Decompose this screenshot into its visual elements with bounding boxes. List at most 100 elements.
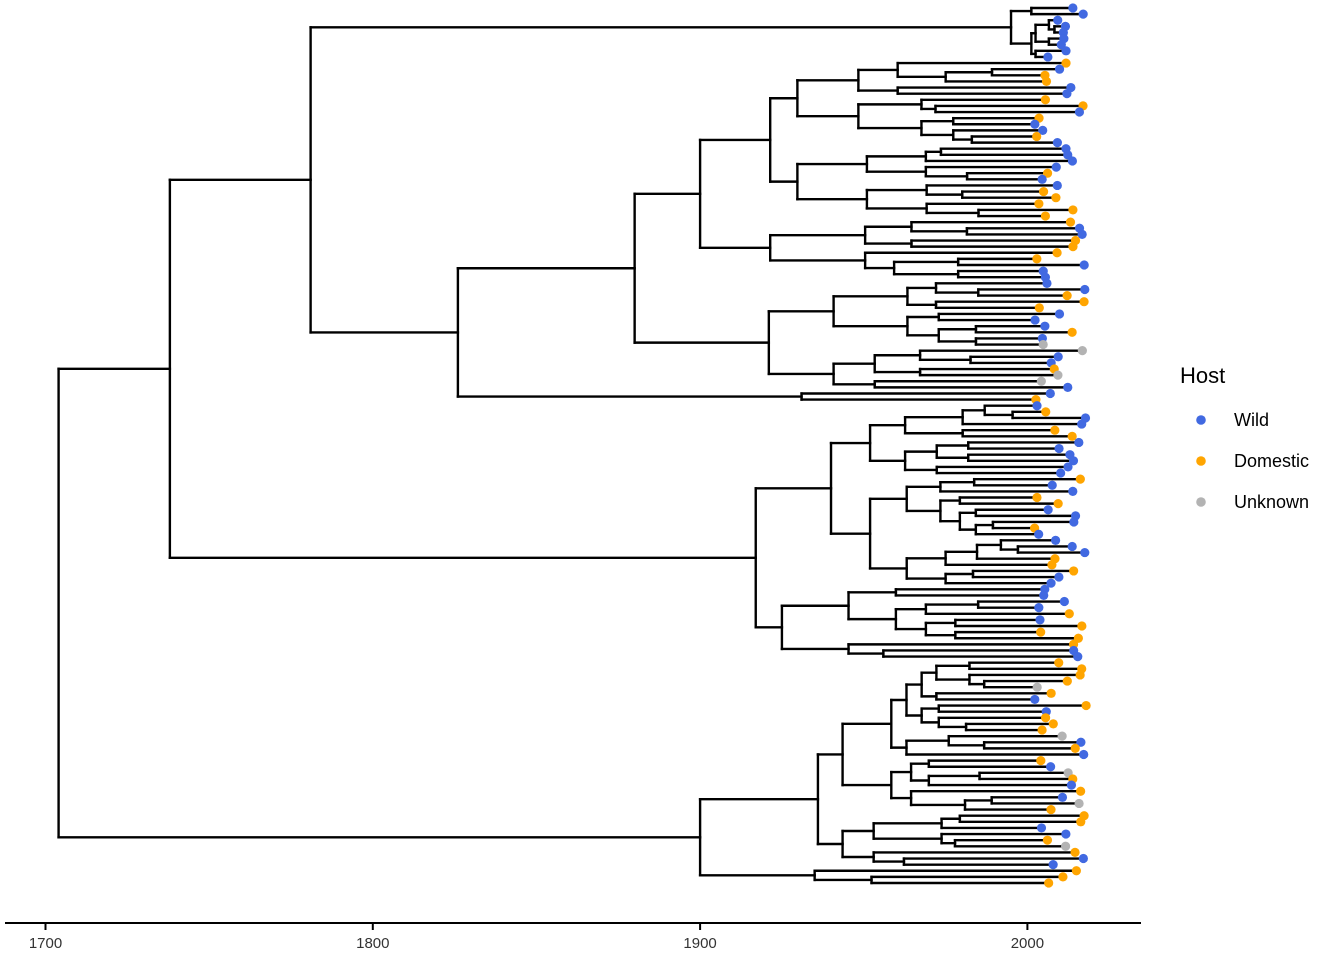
tip-domestic xyxy=(1065,217,1076,227)
tip-wild xyxy=(1079,260,1089,270)
tip-wild xyxy=(1053,352,1063,362)
tip-wild xyxy=(1079,749,1089,760)
tip-domestic xyxy=(1034,199,1044,209)
legend-title: Host xyxy=(1180,363,1225,388)
tip-wild xyxy=(1063,382,1073,392)
tip-wild xyxy=(1078,9,1088,19)
tip-wild xyxy=(1046,578,1056,588)
tip-wild xyxy=(1067,156,1078,166)
tip-domestic xyxy=(1077,621,1087,631)
tip-domestic xyxy=(1067,431,1077,441)
tip-wild xyxy=(1054,309,1065,319)
tip-wild xyxy=(1042,278,1052,288)
tip-domestic xyxy=(1067,327,1077,337)
x-tick-label: 1800 xyxy=(356,935,389,952)
tip-wild xyxy=(1066,780,1077,790)
tip-wild xyxy=(1052,138,1062,148)
tip-wild xyxy=(1045,388,1055,399)
tip-domestic xyxy=(1034,303,1044,313)
tip-unknown xyxy=(1032,682,1042,692)
tip-wild xyxy=(1037,174,1047,184)
tip-wild xyxy=(1074,437,1084,448)
tip-wild xyxy=(1063,462,1073,472)
tip-domestic xyxy=(1048,719,1058,729)
tip-wild xyxy=(1053,15,1063,25)
tip-domestic xyxy=(1054,658,1064,668)
tip-wild xyxy=(1062,89,1072,99)
tip-wild xyxy=(1074,107,1085,117)
legend-label-domestic: Domestic xyxy=(1234,451,1309,471)
tip-wild xyxy=(1040,321,1050,331)
tip-wild xyxy=(1034,529,1044,539)
tip-domestic xyxy=(1071,866,1081,876)
tip-domestic xyxy=(1040,211,1051,221)
legend-label-unknown: Unknown xyxy=(1234,492,1309,512)
tip-wild xyxy=(1051,162,1061,172)
legend-label-wild: Wild xyxy=(1234,410,1269,430)
tip-domestic xyxy=(1062,676,1072,686)
tip-wild xyxy=(1052,180,1062,191)
tip-wild xyxy=(1051,535,1061,545)
tree-tips xyxy=(1029,3,1091,888)
tip-domestic xyxy=(1061,58,1071,68)
tip-wild xyxy=(1054,572,1064,582)
tip-domestic xyxy=(1040,713,1051,723)
x-tick-label: 1900 xyxy=(683,935,716,952)
tip-domestic xyxy=(1046,688,1056,698)
tip-wild xyxy=(1067,541,1077,552)
tip-domestic xyxy=(1041,76,1052,87)
tip-wild xyxy=(1047,480,1057,490)
tip-domestic xyxy=(1075,474,1085,484)
tip-domestic xyxy=(1062,290,1072,301)
tip-domestic xyxy=(1040,95,1051,105)
tip-wild xyxy=(1078,853,1088,864)
x-tick-label: 2000 xyxy=(1011,935,1044,952)
tip-domestic xyxy=(1070,847,1080,858)
tip-wild xyxy=(1077,229,1087,239)
tip-unknown xyxy=(1053,370,1063,380)
tip-wild xyxy=(1036,823,1047,833)
tip-wild xyxy=(1061,46,1071,56)
tip-domestic xyxy=(1032,492,1042,503)
tip-domestic xyxy=(1042,168,1053,178)
tip-unknown xyxy=(1074,798,1084,809)
tree-branches xyxy=(57,6,1088,885)
tip-domestic xyxy=(1044,878,1054,888)
tip-domestic xyxy=(1032,131,1042,142)
tip-domestic xyxy=(1053,499,1063,509)
tip-wild xyxy=(1059,596,1069,607)
tip-wild xyxy=(1061,829,1071,839)
tip-wild xyxy=(1077,419,1087,429)
tip-domestic xyxy=(1041,407,1051,417)
legend-key-unknown xyxy=(1196,497,1206,507)
tip-domestic xyxy=(1052,248,1062,258)
tip-unknown xyxy=(1077,346,1087,356)
tip-domestic xyxy=(1042,835,1053,845)
tip-wild xyxy=(1068,456,1079,466)
tip-domestic xyxy=(1075,670,1085,680)
tip-domestic xyxy=(1036,756,1046,766)
tip-domestic xyxy=(1064,609,1074,619)
legend-key-wild xyxy=(1196,415,1206,425)
tip-wild xyxy=(1046,762,1056,772)
tip-wild xyxy=(1068,3,1078,13)
tip-domestic xyxy=(1051,193,1061,203)
tip-wild xyxy=(1069,517,1079,527)
tip-domestic xyxy=(1050,425,1060,435)
tip-wild xyxy=(1080,284,1090,295)
tip-domestic xyxy=(1036,627,1046,637)
tip-wild xyxy=(1076,737,1086,747)
tip-domestic xyxy=(1079,297,1089,307)
tip-wild xyxy=(1034,603,1044,613)
tip-wild xyxy=(1056,468,1066,478)
time-axis: 1700 1800 1900 2000 xyxy=(5,922,1141,952)
tip-wild xyxy=(1073,652,1083,662)
tip-wild xyxy=(1030,694,1040,705)
tip-wild xyxy=(1054,443,1064,454)
host-legend: Host Wild Domestic Unknown xyxy=(1180,363,1309,512)
tip-domestic xyxy=(1046,804,1056,815)
tip-unknown xyxy=(1036,376,1046,386)
tip-wild xyxy=(1057,792,1068,802)
